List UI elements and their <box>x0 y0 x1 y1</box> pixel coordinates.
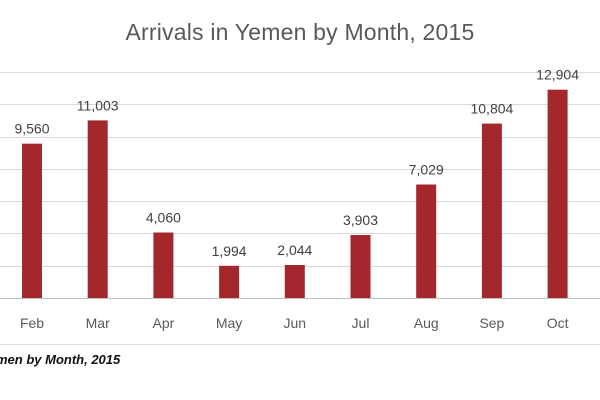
bar-may <box>219 265 240 298</box>
bar-mar <box>87 120 108 299</box>
data-label-jun: 2,044 <box>277 242 312 258</box>
data-label-may: 1,994 <box>212 243 247 259</box>
x-tick-label-feb: Feb <box>20 315 44 331</box>
figure-caption: men by Month, 2015 <box>0 352 121 367</box>
data-label-mar: 11,003 <box>77 97 119 113</box>
bar-apr <box>153 232 174 298</box>
x-tick-label-aug: Aug <box>414 315 439 331</box>
x-tick-label-jun: Jun <box>284 315 307 331</box>
bar-feb <box>22 143 42 298</box>
x-tick-label-may: May <box>216 315 242 331</box>
x-tick-label-jul: Jul <box>352 315 370 331</box>
data-label-feb: 9,560 <box>14 121 49 137</box>
bar-chart: 9,560 Feb 11,003 Mar 4,060 Apr 1,994 May 2,044 Ju… <box>0 67 600 331</box>
chart-area: Arrivals in Yemen by Month, 2015 9,560 Fe… <box>0 19 600 345</box>
chart-title: Arrivals in Yemen by Month, 2015 <box>125 19 475 45</box>
data-label-aug: 7,029 <box>409 162 444 178</box>
bar-jun <box>284 265 305 298</box>
x-tick-label-apr: Apr <box>153 315 175 331</box>
data-label-apr: 4,060 <box>146 210 181 226</box>
x-tick-label-oct: Oct <box>547 315 569 331</box>
bar-oct <box>547 89 568 298</box>
data-label-sep: 10,804 <box>470 101 513 117</box>
x-tick-label-mar: Mar <box>86 315 110 331</box>
x-tick-label-sep: Sep <box>479 315 504 331</box>
data-label-jul: 3,903 <box>343 212 378 228</box>
bar-jul <box>350 235 371 298</box>
bar-sep <box>481 123 502 298</box>
bar-aug <box>416 184 437 298</box>
data-label-oct: 12,904 <box>536 67 579 83</box>
